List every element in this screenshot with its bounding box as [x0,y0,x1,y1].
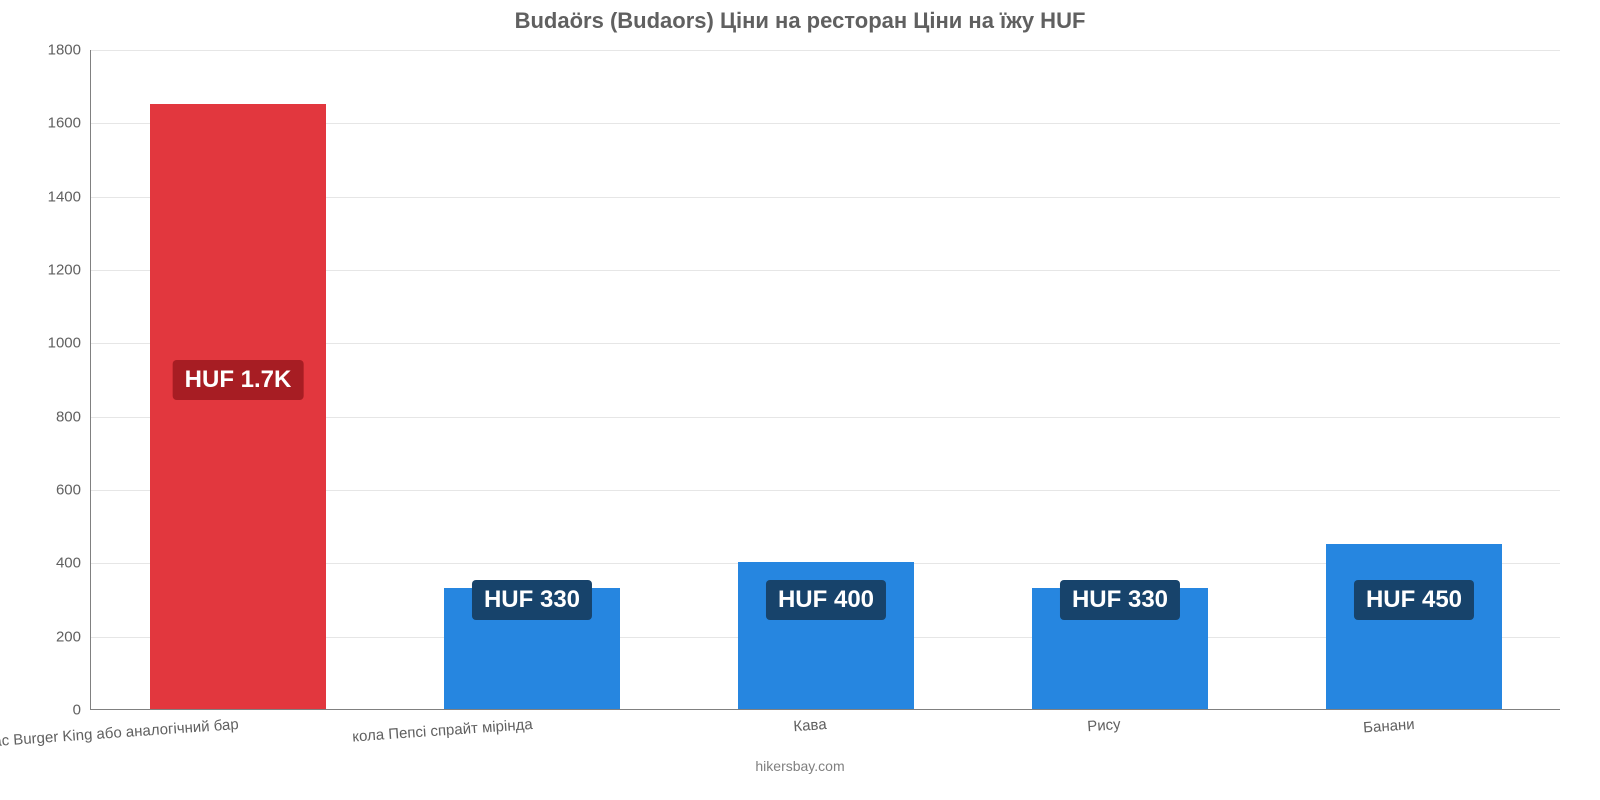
bar [1326,544,1502,709]
x-axis-label: кола Пепсі спрайт мірінда [233,716,533,754]
value-badge: HUF 330 [1060,580,1180,620]
x-axis-label: Банани [1115,716,1415,754]
value-badge: HUF 1.7K [173,360,304,400]
y-tick-label: 1800 [48,42,91,59]
x-axis-label: Mac Burger King або аналогічний бар [0,716,239,754]
grid-line [91,50,1560,51]
y-tick-label: 800 [56,408,91,425]
bar [150,104,326,709]
value-badge: HUF 400 [766,580,886,620]
x-axis-label: Кава [527,716,827,754]
y-tick-label: 200 [56,628,91,645]
y-tick-label: 400 [56,555,91,572]
chart-title: Budaörs (Budaors) Ціни на ресторан Ціни … [0,8,1600,34]
y-tick-label: 1000 [48,335,91,352]
value-badge: HUF 450 [1354,580,1474,620]
x-axis-label: Рису [821,716,1121,754]
y-tick-label: 1200 [48,262,91,279]
chart-container: Budaörs (Budaors) Ціни на ресторан Ціни … [0,0,1600,800]
y-tick-label: 600 [56,482,91,499]
value-badge: HUF 330 [472,580,592,620]
source-credit: hikersbay.com [0,758,1600,774]
y-tick-label: 1400 [48,188,91,205]
y-tick-label: 1600 [48,115,91,132]
plot-area: 020040060080010001200140016001800HUF 1.7… [90,50,1560,710]
y-tick-label: 0 [73,702,91,719]
